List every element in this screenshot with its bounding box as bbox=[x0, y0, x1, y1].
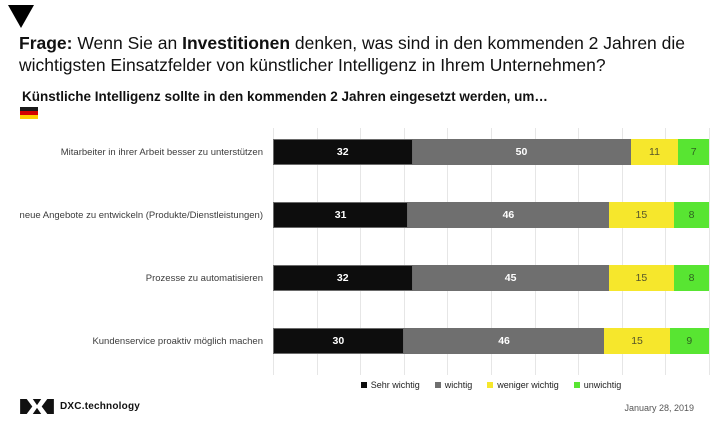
category-label: neue Angebote zu entwickeln (Produkte/Di… bbox=[19, 209, 263, 221]
question-part1: Wenn Sie an bbox=[72, 33, 183, 53]
bar-segment: 32 bbox=[273, 265, 413, 291]
question-text: Frage: Wenn Sie an Investitionen denken,… bbox=[19, 33, 687, 76]
legend-swatch-icon bbox=[487, 382, 494, 388]
bar-segment: 46 bbox=[408, 202, 609, 228]
bar-segment: 7 bbox=[678, 139, 709, 165]
chart-legend: Sehr wichtig wichtig weniger wichtig unwich… bbox=[273, 378, 709, 392]
stacked-bar: 30 46 15 9 bbox=[273, 328, 709, 354]
gridline bbox=[316, 128, 318, 375]
bar-segment: 31 bbox=[273, 202, 409, 228]
down-triangle-icon bbox=[8, 5, 34, 28]
bar-segment: 50 bbox=[412, 139, 631, 165]
bar-row: neue Angebote zu entwickeln (Produkte/Di… bbox=[0, 202, 716, 228]
stacked-bar: 32 45 15 8 bbox=[273, 265, 709, 291]
question-part2: denken, was sind in den kommenden 2 Jahr… bbox=[19, 33, 686, 75]
bar-segment: 15 bbox=[604, 328, 670, 354]
gridline bbox=[360, 128, 362, 375]
stacked-bar: 31 46 15 8 bbox=[273, 202, 709, 228]
question-bold-word: Investitionen bbox=[182, 33, 291, 53]
legend-item: unwichtig bbox=[573, 380, 622, 390]
bar-segment: 8 bbox=[674, 202, 709, 228]
bar-segment: 45 bbox=[412, 265, 609, 291]
gridline bbox=[621, 128, 623, 375]
plot-area bbox=[273, 128, 710, 375]
legend-swatch-icon bbox=[434, 382, 441, 388]
gridline bbox=[491, 128, 492, 375]
dxc-logo: DXC.technology bbox=[20, 399, 140, 414]
bar-segment: 15 bbox=[608, 202, 675, 228]
legend-item: wichtig bbox=[434, 380, 473, 390]
category-label: Mitarbeiter in ihrer Arbeit besser zu un… bbox=[60, 146, 263, 158]
legend-label: unwichtig bbox=[583, 380, 622, 390]
category-label: Kundenservice proaktiv möglich machen bbox=[92, 335, 263, 347]
gridline bbox=[447, 128, 449, 375]
legend-label: weniger wichtig bbox=[497, 380, 559, 390]
bar-segment: 15 bbox=[608, 265, 675, 291]
gridline bbox=[403, 128, 405, 375]
stacked-bar: 32 50 11 7 bbox=[273, 139, 709, 165]
gridline bbox=[709, 128, 710, 375]
legend-label: wichtig bbox=[444, 380, 473, 390]
gridline bbox=[665, 128, 667, 375]
bar-row: Mitarbeiter in ihrer Arbeit besser zu un… bbox=[0, 139, 716, 165]
bar-segment: 11 bbox=[630, 139, 679, 165]
legend-label: Sehr wichtig bbox=[370, 380, 420, 390]
legend-item: Sehr wichtig bbox=[360, 380, 420, 390]
category-label: Prozesse zu automatisieren bbox=[145, 272, 263, 284]
bar-segment: 46 bbox=[403, 328, 605, 354]
brand-name: DXC.technology bbox=[60, 401, 141, 412]
date-label: January 28, 2019 bbox=[624, 403, 694, 413]
bar-segment: 30 bbox=[273, 328, 404, 354]
bar-segment: 32 bbox=[273, 139, 413, 165]
dxc-logo-icon bbox=[20, 399, 54, 414]
question-prefix: Frage: bbox=[19, 33, 73, 53]
chart-title: Künstliche Intelligenz sollte in den kom… bbox=[22, 89, 548, 104]
bar-row: Kundenservice proaktiv möglich machen 30 4… bbox=[0, 328, 716, 354]
legend-swatch-icon bbox=[360, 382, 367, 388]
legend-item: weniger wichtig bbox=[487, 380, 559, 390]
bar-row: Prozesse zu automatisieren 32 45 15 8 bbox=[0, 265, 716, 291]
stacked-bar-chart: Mitarbeiter in ihrer Arbeit besser zu un… bbox=[0, 128, 716, 375]
bar-segment: 8 bbox=[674, 265, 709, 291]
bar-segment: 9 bbox=[669, 328, 709, 354]
legend-swatch-icon bbox=[573, 382, 580, 388]
gridline bbox=[273, 128, 274, 375]
gridline bbox=[578, 128, 580, 375]
germany-flag-icon bbox=[20, 107, 38, 119]
gridline bbox=[534, 128, 536, 375]
